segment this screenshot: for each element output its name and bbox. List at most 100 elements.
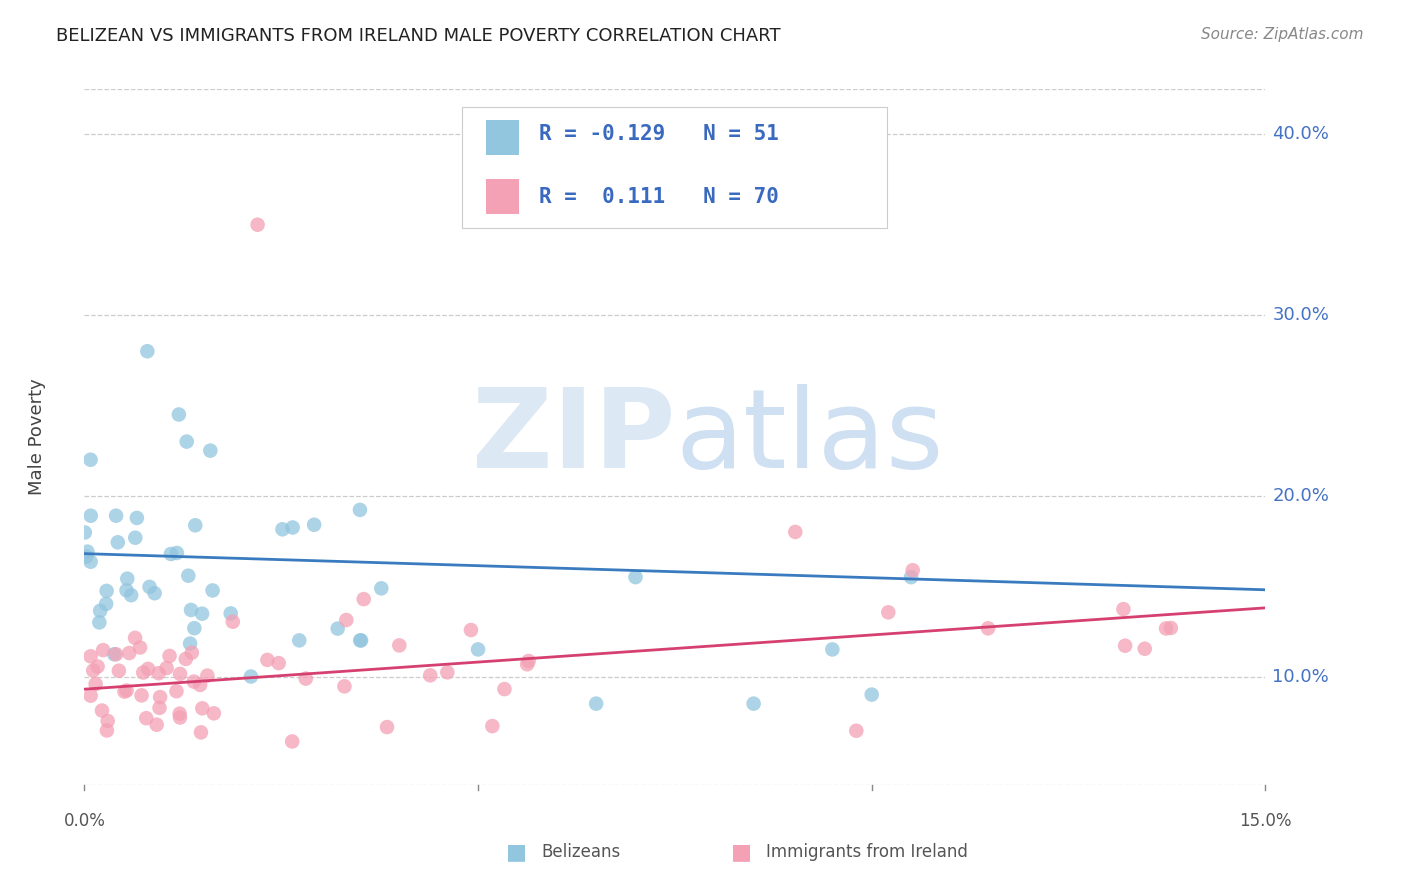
- Point: [877, 605, 900, 619]
- Point: [201, 583, 224, 598]
- Point: [900, 570, 922, 584]
- Point: [79, 689, 101, 703]
- Text: Immigrants from Ireland: Immigrants from Ireland: [766, 843, 969, 861]
- Point: [82, 664, 104, 678]
- Point: [183, 621, 205, 635]
- Point: [89, 615, 111, 630]
- Text: 20.0%: 20.0%: [1272, 487, 1329, 505]
- Point: [138, 580, 160, 594]
- Point: [188, 678, 211, 692]
- Point: [177, 568, 200, 582]
- Text: Male Poverty: Male Poverty: [28, 379, 46, 495]
- Point: [176, 434, 198, 449]
- Text: R =  0.111   N = 70: R = 0.111 N = 70: [538, 186, 779, 207]
- Point: [202, 706, 225, 721]
- Point: [901, 563, 924, 577]
- Point: [335, 613, 357, 627]
- Point: [131, 689, 153, 703]
- Point: [1160, 621, 1182, 635]
- Point: [370, 582, 392, 596]
- Point: [467, 642, 489, 657]
- Point: [80, 508, 103, 523]
- Text: 10.0%: 10.0%: [1272, 667, 1329, 686]
- Point: [169, 710, 191, 724]
- Text: 40.0%: 40.0%: [1272, 126, 1329, 144]
- Point: [624, 570, 647, 584]
- Point: [174, 652, 197, 666]
- Point: [79, 649, 101, 664]
- Point: [143, 586, 166, 600]
- Point: [860, 688, 883, 702]
- Point: [94, 597, 117, 611]
- Point: [1154, 622, 1177, 636]
- Point: [219, 607, 242, 621]
- Point: [845, 723, 868, 738]
- Point: [84, 677, 107, 691]
- Point: [118, 646, 141, 660]
- Point: [1112, 602, 1135, 616]
- Point: [419, 668, 441, 682]
- Point: [105, 508, 128, 523]
- Point: [115, 583, 138, 598]
- Point: [124, 531, 146, 545]
- Point: [108, 664, 131, 678]
- Point: [160, 547, 183, 561]
- Text: 15.0%: 15.0%: [1239, 812, 1292, 830]
- Point: [89, 604, 111, 618]
- Point: [145, 717, 167, 731]
- Point: [977, 621, 1000, 635]
- Point: [281, 734, 304, 748]
- Point: [184, 518, 207, 533]
- Point: [267, 656, 290, 670]
- Text: atlas: atlas: [675, 384, 943, 491]
- Point: [271, 522, 294, 536]
- Point: [353, 592, 375, 607]
- Point: [333, 679, 356, 693]
- Point: [76, 544, 98, 558]
- Point: [105, 647, 128, 661]
- Point: [821, 642, 844, 657]
- Point: [517, 654, 540, 668]
- Text: ■: ■: [506, 842, 527, 862]
- Point: [115, 683, 138, 698]
- Text: Belizeans: Belizeans: [541, 843, 620, 861]
- Point: [349, 503, 371, 517]
- Point: [190, 725, 212, 739]
- Point: [349, 633, 371, 648]
- Point: [180, 646, 202, 660]
- Point: [125, 511, 148, 525]
- Point: [436, 665, 458, 680]
- Point: [79, 555, 101, 569]
- Point: [742, 697, 765, 711]
- Point: [585, 697, 607, 711]
- Point: [195, 668, 218, 682]
- Point: [183, 674, 205, 689]
- Point: [155, 661, 177, 675]
- Point: [785, 524, 807, 539]
- Point: [91, 643, 114, 657]
- Point: [97, 714, 120, 728]
- Point: [302, 517, 325, 532]
- Point: [135, 711, 157, 725]
- Text: Source: ZipAtlas.com: Source: ZipAtlas.com: [1201, 27, 1364, 42]
- Point: [169, 667, 191, 681]
- Point: [169, 706, 191, 721]
- Point: [375, 720, 398, 734]
- Point: [149, 690, 172, 704]
- Point: [148, 701, 170, 715]
- Point: [159, 648, 181, 663]
- Point: [96, 583, 118, 598]
- Point: [96, 723, 118, 738]
- Point: [1133, 641, 1156, 656]
- Point: [166, 684, 188, 698]
- Point: [117, 572, 139, 586]
- Point: [1114, 639, 1136, 653]
- Point: [79, 452, 101, 467]
- Point: [132, 665, 155, 680]
- Point: [191, 701, 214, 715]
- Text: ■: ■: [731, 842, 752, 862]
- Point: [167, 408, 190, 422]
- FancyBboxPatch shape: [486, 179, 519, 214]
- Point: [326, 622, 349, 636]
- Point: [388, 639, 411, 653]
